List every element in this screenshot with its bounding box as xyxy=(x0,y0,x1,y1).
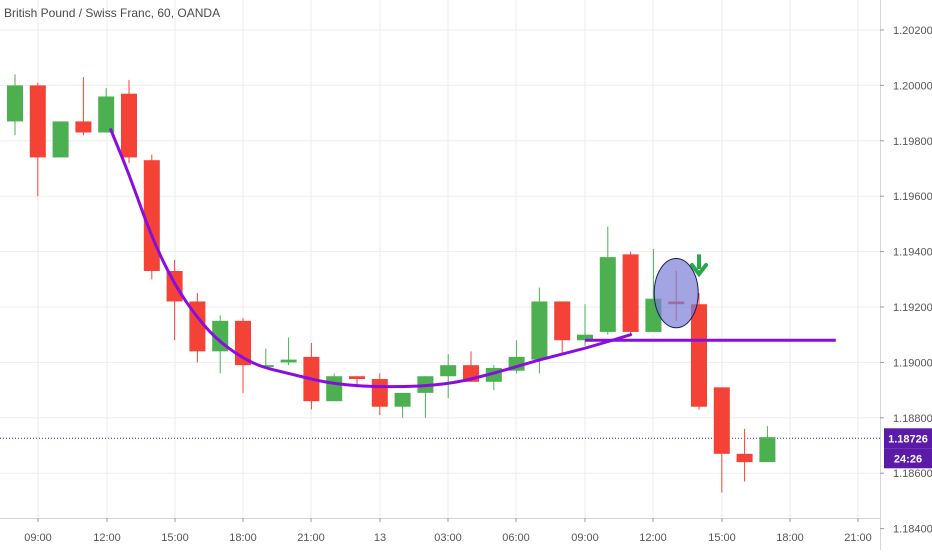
candle xyxy=(143,154,160,280)
x-tick-label: 15:00 xyxy=(161,532,189,544)
x-tick-label: 06:00 xyxy=(502,532,530,544)
y-tick-label: 1.18400 xyxy=(893,524,932,536)
y-tick-label: 1.19800 xyxy=(893,136,932,148)
candle xyxy=(7,74,23,136)
candle-body xyxy=(531,301,548,360)
candle-body xyxy=(736,453,753,463)
x-tick-label: 09:00 xyxy=(24,532,52,544)
chart-title: British Pound / Swiss Franc, 60, OANDA xyxy=(4,6,221,20)
x-tick-label: 12:00 xyxy=(93,532,121,544)
x-tick-label: 15:00 xyxy=(708,532,736,544)
candle xyxy=(75,77,92,136)
y-tick-label: 1.18800 xyxy=(893,413,932,425)
candle xyxy=(29,82,46,197)
candle xyxy=(52,121,69,158)
candle-body xyxy=(599,257,616,332)
rounded-bottom-curve xyxy=(109,128,633,389)
candle xyxy=(554,301,571,355)
candle xyxy=(713,387,730,493)
grid xyxy=(0,0,880,530)
candle-body xyxy=(280,359,297,363)
y-tick-label: 1.19000 xyxy=(893,357,932,369)
candle xyxy=(691,293,707,410)
candle-body xyxy=(394,392,411,407)
candle xyxy=(189,293,206,363)
candle xyxy=(622,251,639,335)
x-tick-label: 12:00 xyxy=(639,532,667,544)
candle-body xyxy=(143,160,160,271)
candle-body xyxy=(52,121,69,158)
candle xyxy=(736,428,753,482)
candle-body xyxy=(577,334,593,341)
y-tick-label: 1.19400 xyxy=(893,247,932,259)
x-tick-label: 09:00 xyxy=(571,532,599,544)
candle-body xyxy=(440,365,457,377)
circle-annotation xyxy=(653,258,699,329)
candle-body xyxy=(98,96,115,133)
candle-body xyxy=(622,254,639,332)
candle xyxy=(599,226,616,335)
current-price-tag xyxy=(884,428,932,449)
x-tick-label: 21:00 xyxy=(844,532,872,544)
candle xyxy=(326,373,343,402)
candle-body xyxy=(554,301,571,341)
x-tick-label: 18:00 xyxy=(776,532,804,544)
countdown-label: 24:26 xyxy=(894,453,922,465)
arrow-head xyxy=(690,262,708,278)
candle-body xyxy=(29,85,46,158)
candle-body xyxy=(7,85,23,122)
candle-body xyxy=(75,121,92,133)
candle xyxy=(98,88,115,133)
candle-body xyxy=(371,379,388,407)
candle xyxy=(417,376,434,418)
x-tick-label: 03:00 xyxy=(434,532,462,544)
countdown-tag xyxy=(884,448,932,469)
candle xyxy=(257,348,274,368)
current-price-label: 1.18726 xyxy=(888,433,928,445)
candle xyxy=(759,426,776,463)
candle xyxy=(440,354,457,399)
candle-body xyxy=(713,387,730,454)
time-axis-background xyxy=(0,518,880,550)
x-tick-label: 18:00 xyxy=(229,532,257,544)
candle xyxy=(280,337,297,366)
x-tick-label: 13 xyxy=(374,532,386,544)
y-tick-label: 1.19600 xyxy=(893,191,932,203)
y-tick-label: 1.18600 xyxy=(893,468,932,480)
arrow-down-icon xyxy=(690,254,708,278)
candle-body xyxy=(257,365,274,368)
candle xyxy=(371,373,388,416)
candle-body xyxy=(759,437,776,463)
x-tick-label: 21:00 xyxy=(297,532,325,544)
candle-body xyxy=(326,376,343,402)
y-tick-label: 1.20000 xyxy=(893,80,932,92)
candle xyxy=(485,365,502,391)
candle xyxy=(121,79,137,163)
candle xyxy=(394,392,411,418)
y-tick-label: 1.19200 xyxy=(893,302,932,314)
candle-body xyxy=(349,376,365,380)
y-tick-label: 1.20200 xyxy=(893,25,932,37)
candle-body xyxy=(121,93,137,158)
candle-body xyxy=(691,304,707,407)
